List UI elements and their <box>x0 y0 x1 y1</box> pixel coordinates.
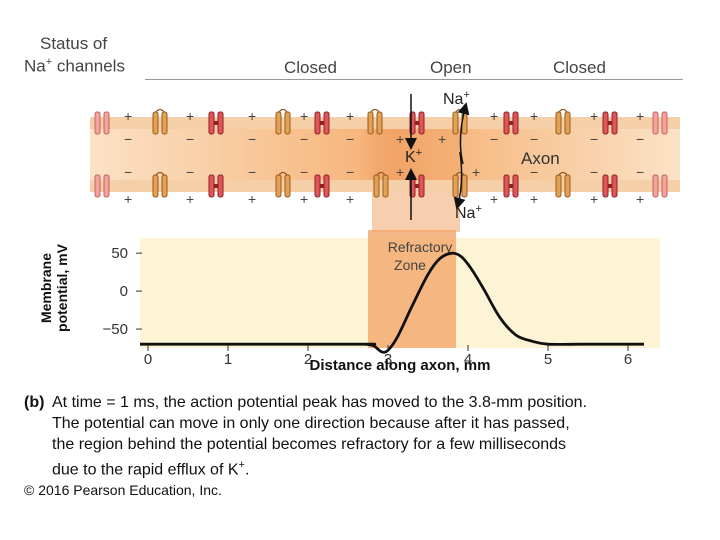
x-tick-label: 4 <box>464 351 472 368</box>
plus-sign: + <box>530 108 538 124</box>
status-channels: channels <box>52 56 125 76</box>
refractory-zone <box>368 230 456 348</box>
status-line2: Na+ channels <box>24 56 125 77</box>
y-tick-label: 50 <box>111 245 128 262</box>
caption-line4: due to the rapid efflux of K+. <box>52 455 249 480</box>
x-ticks: 0 1 2 3 4 5 6 <box>144 345 632 368</box>
y-axis-label: Membrane potential, mV <box>38 244 70 332</box>
caption-line4-text: due to the rapid efflux of K <box>52 461 239 479</box>
plus-sign: + <box>590 108 598 124</box>
minus-sign: − <box>300 164 308 180</box>
minus-sign: − <box>530 164 538 180</box>
minus-sign: − <box>124 131 132 147</box>
k-efflux-arrow-bottom <box>453 151 466 210</box>
plus-sign: + <box>438 131 446 147</box>
caption-label: (b) <box>24 394 45 411</box>
minus-sign: − <box>346 164 354 180</box>
caption-line4-end: . <box>244 461 250 479</box>
y-axis-label-line2: potential, mV <box>54 244 70 332</box>
plus-sign: + <box>124 191 132 207</box>
minus-sign: − <box>530 131 538 147</box>
plus-sign: + <box>396 131 404 147</box>
plus-sign: + <box>530 191 538 207</box>
x-tick-label: 5 <box>544 351 552 368</box>
minus-sign: − <box>186 131 194 147</box>
status-label: Status of <box>40 34 107 54</box>
membrane-diagram: + + + + + + + + + − − − − − + + − − − − … <box>90 89 680 232</box>
closed-left-label: Closed <box>284 58 337 77</box>
y-tick-label: −50 <box>103 321 128 338</box>
x-tick-label: 3 <box>384 351 392 368</box>
refractory-label-line2: Zone <box>394 257 426 273</box>
copyright: © 2016 Pearson Education, Inc. <box>24 482 222 498</box>
plus-sign: + <box>186 108 194 124</box>
status-line1: Status of <box>40 34 108 53</box>
plus-sign: + <box>490 108 498 124</box>
plus-sign: + <box>490 191 498 207</box>
status-na-sup: + <box>45 56 53 68</box>
minus-sign: − <box>490 131 498 147</box>
potential-curve <box>139 251 644 354</box>
plus-sign: + <box>636 191 644 207</box>
x-tick-label: 2 <box>304 351 312 368</box>
status-na: Na <box>24 56 46 76</box>
refractory-label-line1: Refractory <box>388 239 453 255</box>
x-tick-label: 6 <box>624 351 632 368</box>
k-efflux-arrow-top <box>457 102 470 165</box>
minus-sign: − <box>590 131 598 147</box>
minus-sign: − <box>636 164 644 180</box>
caption-line1: At time = 1 ms, the action potential pea… <box>52 394 587 411</box>
plus-sign: + <box>396 164 404 180</box>
y-axis-label-line1: Membrane <box>38 252 54 324</box>
x-tick-label: 1 <box>224 351 232 368</box>
caption-line2: The potential can move in only one direc… <box>52 415 570 432</box>
minus-sign: − <box>346 131 354 147</box>
plus-sign: + <box>300 108 308 124</box>
plus-sign: + <box>472 164 480 180</box>
charges: + + + + + + + + + − − − − − + + − − − − … <box>124 108 644 207</box>
membrane-potential-chart: Refractory Zone 50 0 −50 0 1 2 3 4 5 6 Distance … <box>103 230 660 374</box>
na-bottom-label: Na+ <box>455 203 482 222</box>
axon-label: Axon <box>521 149 560 168</box>
minus-sign: − <box>590 164 598 180</box>
na-top-label: Na+ <box>443 89 470 108</box>
caption-line4-sup: + <box>238 459 245 471</box>
plus-sign: + <box>636 108 644 124</box>
plus-sign: + <box>124 108 132 124</box>
y-ticks: 50 0 −50 <box>103 245 142 338</box>
plus-sign: + <box>590 191 598 207</box>
minus-sign: − <box>186 164 194 180</box>
minus-sign: − <box>248 164 256 180</box>
upper-membrane <box>90 117 680 129</box>
minus-sign: − <box>124 164 132 180</box>
plus-sign: + <box>346 191 354 207</box>
minus-sign: − <box>300 131 308 147</box>
plus-sign: + <box>300 191 308 207</box>
k-label: K+ <box>405 147 422 166</box>
plus-sign: + <box>248 108 256 124</box>
plus-sign: + <box>346 108 354 124</box>
closed-right-label: Closed <box>553 58 606 77</box>
plus-sign: + <box>186 191 194 207</box>
header-rule <box>145 79 683 80</box>
minus-sign: − <box>248 131 256 147</box>
plus-sign: + <box>248 191 256 207</box>
caption-line3: the region behind the potential becomes … <box>52 436 567 453</box>
minus-sign: − <box>636 131 644 147</box>
x-tick-label: 0 <box>144 351 152 368</box>
open-label: Open <box>430 58 472 77</box>
x-axis-label: Distance along axon, mm <box>310 357 491 374</box>
y-tick-label: 0 <box>120 283 128 300</box>
